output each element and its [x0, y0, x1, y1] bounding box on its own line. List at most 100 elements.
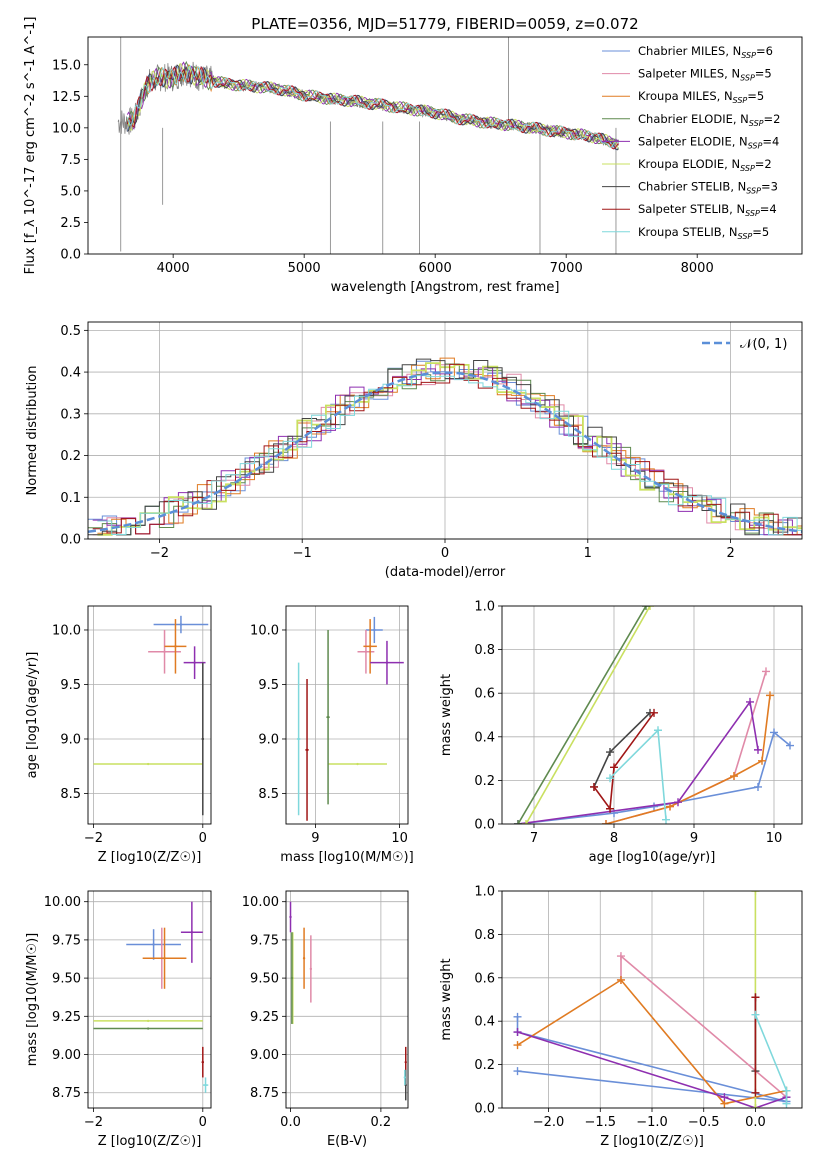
- data-point: [179, 623, 183, 626]
- data-point: [404, 1060, 407, 1064]
- weight-marker: [754, 745, 762, 754]
- weight-marker: [720, 1093, 729, 1102]
- y-tick-label: 9.25: [250, 1010, 279, 1025]
- x-tick-label: 6000: [419, 261, 452, 276]
- x-tick-label: 0.2: [371, 1115, 392, 1130]
- data-point: [385, 661, 389, 664]
- legend-label: Salpeter STELIB, NSSP=4: [638, 202, 777, 218]
- weight-line: [605, 695, 771, 824]
- weight-marker: [642, 606, 650, 610]
- axes-frame: [501, 605, 803, 825]
- y-tick-label: 10.00: [44, 895, 81, 910]
- x-axis-label: mass [log10(M/M☉)]: [280, 850, 413, 865]
- weight-marker: [751, 1104, 760, 1108]
- y-tick-label: 0.6: [474, 687, 495, 702]
- axes-frame: [285, 890, 409, 1109]
- y-tick-label: 9.0: [258, 732, 279, 747]
- y-axis-label: mass weight: [439, 674, 454, 756]
- model-line: [126, 65, 619, 149]
- y-tick-label: 9.50: [250, 972, 279, 987]
- data-point: [403, 1076, 407, 1079]
- y-axis-label: mass weight: [439, 958, 454, 1040]
- data-point: [152, 943, 155, 946]
- y-tick-label: 12.5: [52, 90, 81, 105]
- axes-frame: [501, 890, 803, 1109]
- plot-area: [117, 37, 620, 254]
- weight-line: [517, 731, 791, 824]
- x-tick-label: 9: [311, 831, 319, 846]
- y-axis-label: Flux [f_λ 10^-17 erg cm^-2 s^-1 A^-1]: [23, 17, 38, 275]
- y-tick-label: 8.75: [250, 1086, 279, 1101]
- x-axis-label: Z [log10(Z/Z☉)]: [98, 1134, 202, 1149]
- y-tick-label: 9.5: [60, 678, 81, 693]
- data-point: [163, 650, 166, 653]
- x-tick-label: 7000: [550, 261, 583, 276]
- axes-frame: [87, 36, 803, 255]
- y-tick-label: 9.75: [250, 933, 279, 948]
- weight-marker: [654, 726, 662, 735]
- y-tick-label: 0.4: [474, 1015, 495, 1030]
- x-tick-label: −2.0: [533, 1115, 565, 1130]
- x-axis-label: wavelength [Angstrom, rest frame]: [331, 280, 560, 295]
- y-tick-label: 0.8: [474, 643, 495, 658]
- panel-z-weight: −2.0 −1.5 −1.0 −0.5 0.0 0.0 0.2 0.4 0.6 0.8 1.0 Z […: [439, 885, 803, 1149]
- x-tick-label: −2: [84, 1115, 103, 1130]
- y-tick-label: 10.0: [52, 623, 81, 638]
- gaussian-curve: [88, 371, 802, 533]
- y-tick-label: 0.0: [474, 1102, 495, 1117]
- weight-line: [516, 1016, 787, 1103]
- y-tick-label: 10.0: [250, 623, 279, 638]
- weight-marker: [674, 798, 682, 807]
- data-point: [146, 762, 150, 766]
- weight-marker: [610, 763, 618, 772]
- y-tick-label: 0.6: [474, 971, 495, 986]
- y-tick-label: 0.3: [60, 407, 81, 422]
- data-point: [290, 976, 294, 980]
- x-tick-label: 9: [690, 831, 698, 846]
- data-point: [289, 915, 292, 919]
- x-tick-label: 0: [441, 546, 449, 561]
- y-tick-label: 9.50: [52, 972, 81, 987]
- axes-frame: [87, 890, 212, 1109]
- x-tick-label: 0: [199, 1115, 207, 1130]
- y-tick-label: 5.0: [60, 184, 81, 199]
- weight-marker: [513, 1028, 522, 1037]
- weight-marker: [782, 1099, 791, 1108]
- y-tick-label: 7.5: [60, 153, 81, 168]
- weight-marker: [786, 741, 794, 750]
- x-tick-label: 0.0: [745, 1115, 766, 1130]
- data-point: [364, 650, 368, 653]
- y-tick-label: 0.1: [60, 491, 81, 506]
- y-tick-label: 15.0: [52, 58, 81, 73]
- y-tick-label: 2.5: [60, 216, 81, 231]
- x-tick-label: 5000: [288, 261, 321, 276]
- x-tick-label: −2: [84, 831, 103, 846]
- weight-marker: [746, 697, 754, 706]
- weight-marker: [762, 667, 770, 676]
- y-tick-label: 0.0: [60, 533, 81, 548]
- y-tick-label: 8.5: [258, 787, 279, 802]
- x-axis-label: Z [log10(Z/Z☉)]: [98, 850, 202, 865]
- legend-label: Kroupa ELODIE, NSSP=2: [638, 157, 772, 173]
- weight-marker: [606, 804, 614, 813]
- axes-frame: [285, 605, 409, 825]
- weight-marker: [758, 756, 766, 765]
- y-tick-label: 9.25: [52, 1010, 81, 1025]
- weight-line: [517, 699, 759, 824]
- weight-marker: [616, 975, 625, 984]
- plot-area: [93, 901, 209, 1093]
- y-tick-label: 0.2: [474, 774, 495, 789]
- panel-z-mass: −2 0 8.75 9.00 9.25 9.50 9.75 10.00 Z [log10(Z/Z…: [25, 890, 212, 1149]
- data-point: [297, 737, 300, 741]
- y-tick-label: 0.2: [60, 449, 81, 464]
- figure-title: PLATE=0356, MJD=51779, FIBERID=0059, z=0…: [251, 15, 638, 33]
- panel-mass-age: 9 10 8.5 9.0 9.5 10.0 mass [log10(M/M☉)]: [250, 605, 414, 865]
- weight-marker: [751, 1010, 760, 1019]
- x-tick-label: 7: [530, 831, 538, 846]
- weight-marker: [730, 772, 738, 781]
- weight-line: [593, 712, 655, 811]
- y-tick-label: 9.0: [60, 732, 81, 747]
- plot-area: [88, 357, 802, 536]
- data-point: [302, 957, 306, 960]
